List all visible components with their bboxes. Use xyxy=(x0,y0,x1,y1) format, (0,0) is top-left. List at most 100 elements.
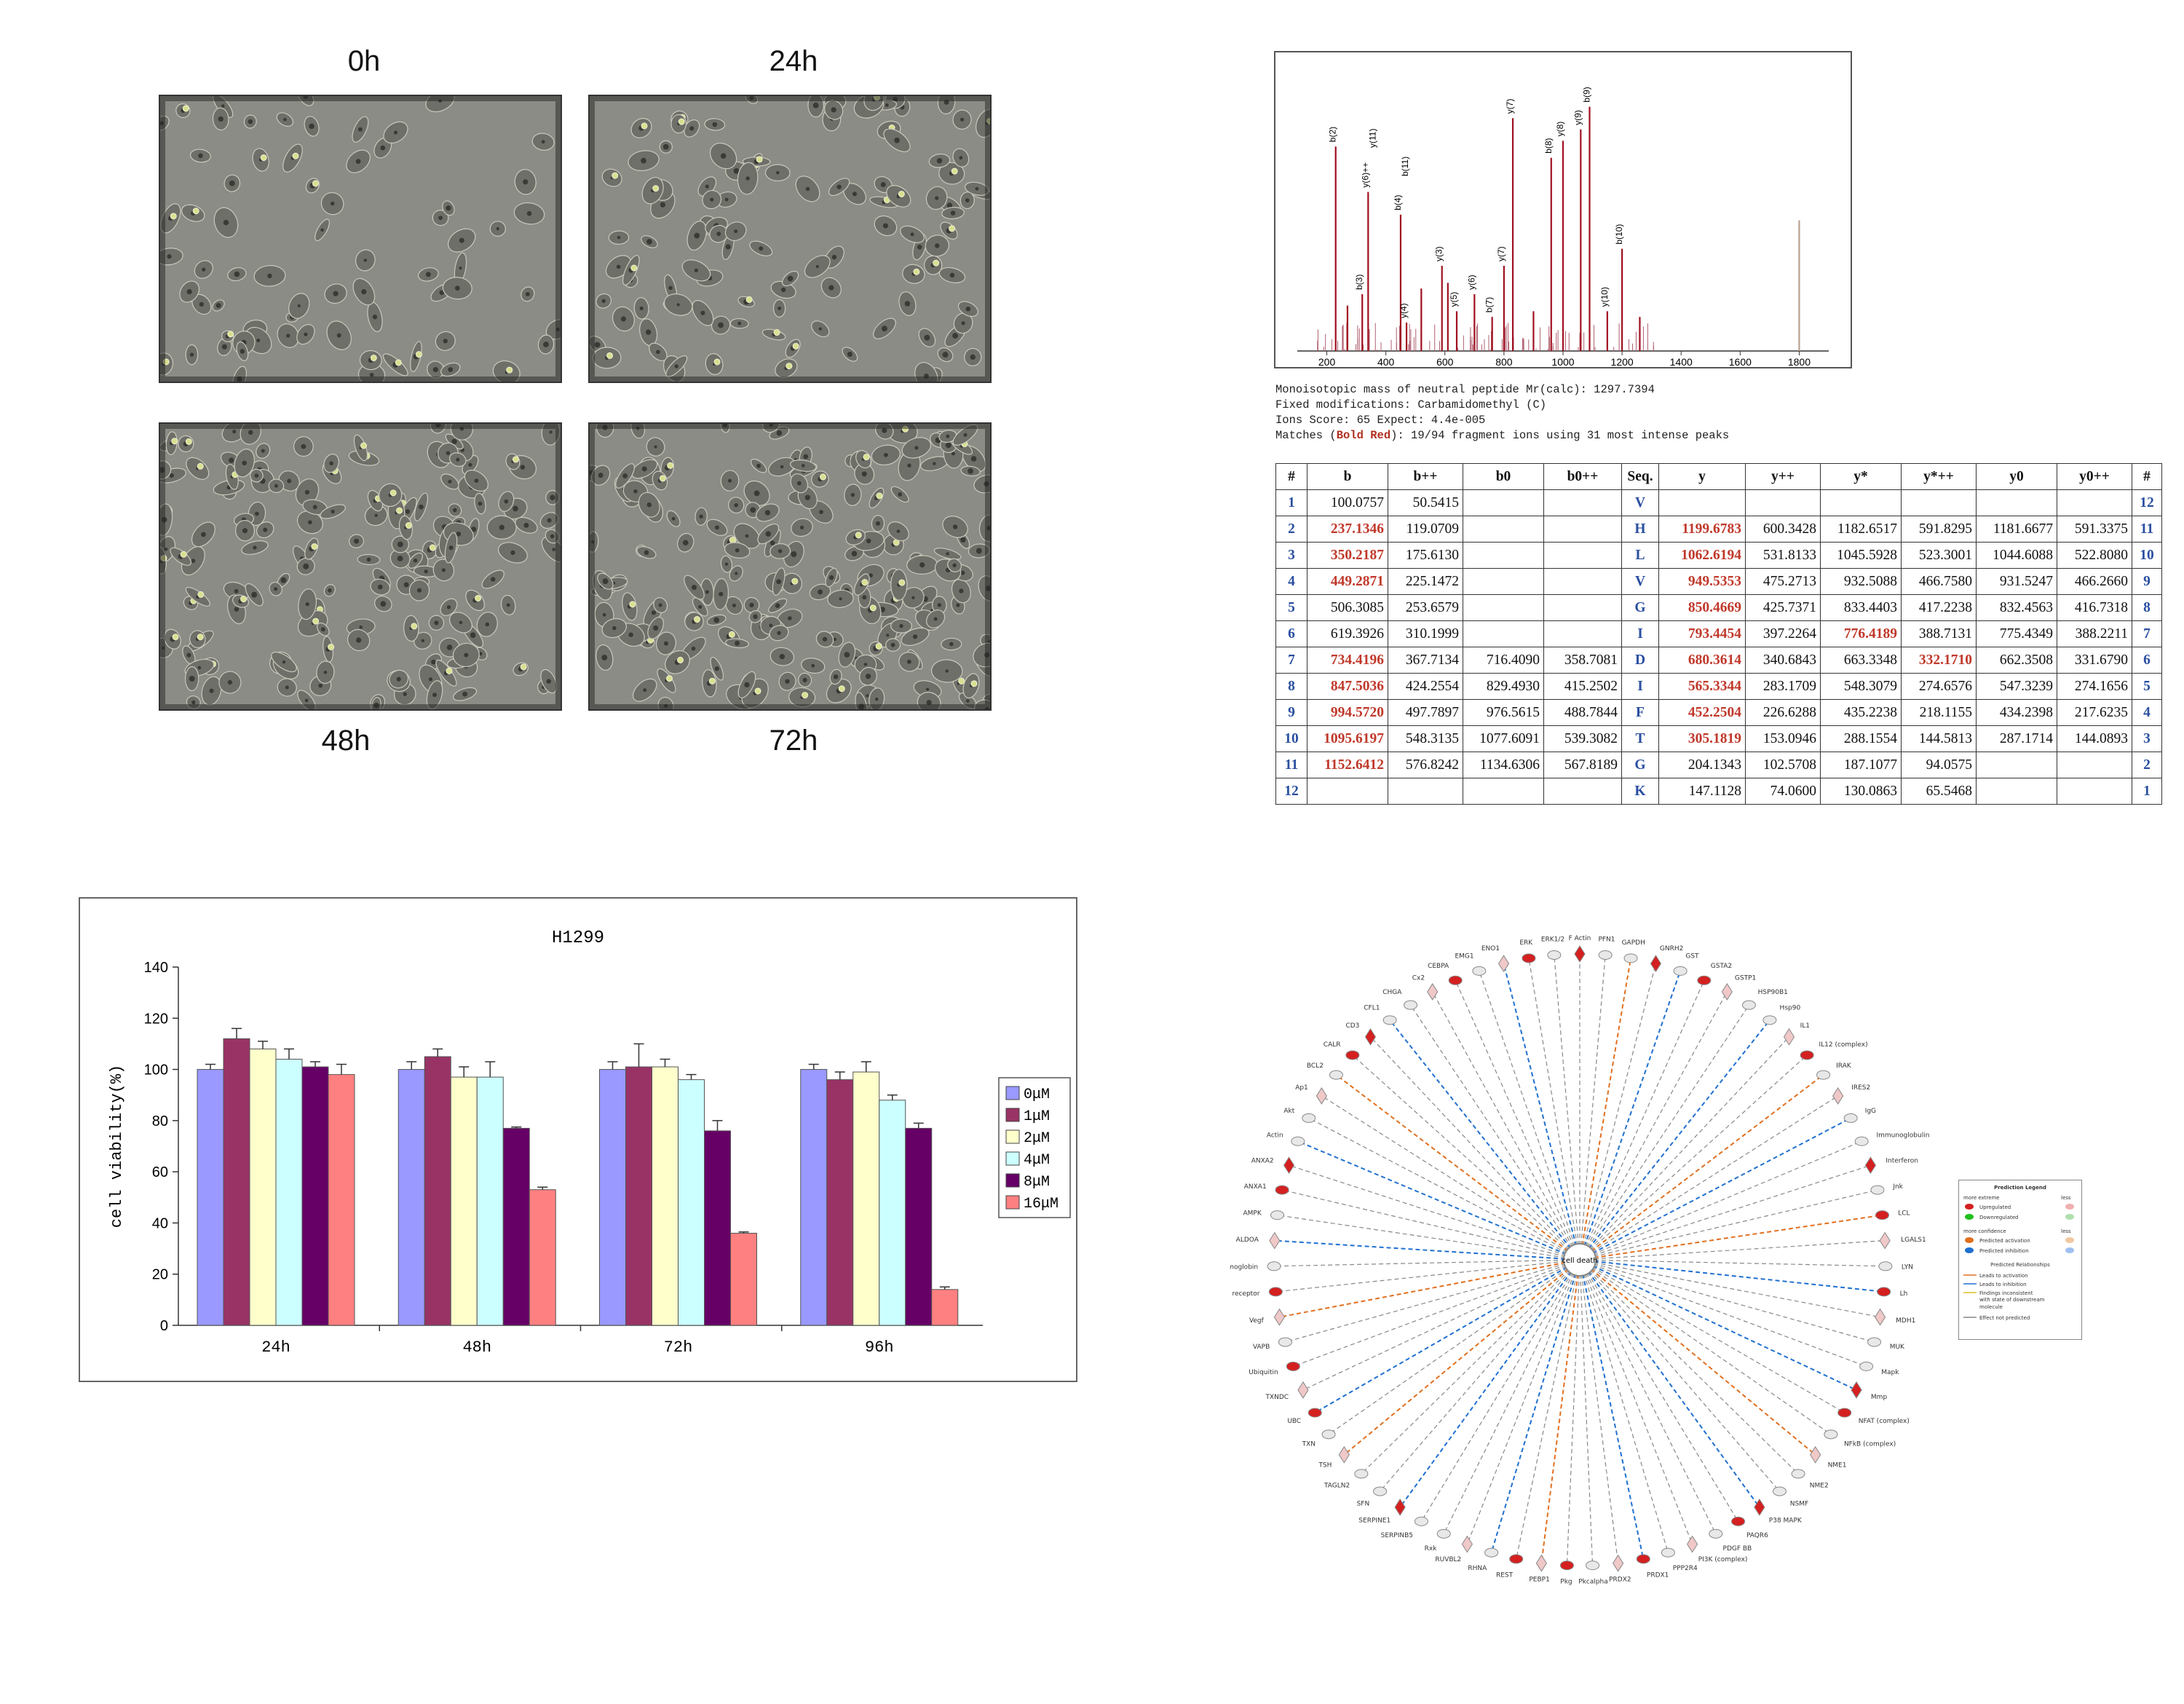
table-cell: V xyxy=(1621,489,1659,516)
network-node xyxy=(1878,1261,1893,1271)
network-node xyxy=(1278,1337,1292,1347)
spectrum-peak-label: y(7) xyxy=(1505,99,1515,114)
network-node-label: IRES2 xyxy=(1851,1084,1870,1092)
table-cell: 734.4196 xyxy=(1307,647,1388,674)
cell-nucleus xyxy=(405,509,411,514)
network-node xyxy=(1762,1015,1777,1025)
network-node-label: CALR xyxy=(1324,1041,1341,1049)
cell-nucleus xyxy=(949,272,955,278)
legend-swatch xyxy=(1005,1129,1020,1144)
cell-nucleus xyxy=(910,232,914,237)
spectrum-tick-label: 1600 xyxy=(1729,356,1752,367)
network-edge xyxy=(1579,1259,1669,1553)
bar xyxy=(625,1066,652,1326)
cell-nucleus xyxy=(785,679,790,684)
cell-nucleus xyxy=(641,466,647,472)
table-cell: 4 xyxy=(1275,568,1307,595)
network-edge xyxy=(1343,1259,1580,1456)
cell-nucleus xyxy=(549,430,553,434)
rounded-cell xyxy=(172,634,179,641)
table-cell: 829.4930 xyxy=(1463,673,1544,700)
cell-nucleus xyxy=(833,637,837,642)
network-node xyxy=(1472,966,1487,976)
x-tick-label: 72h xyxy=(664,1338,693,1357)
cell-nucleus xyxy=(831,107,836,113)
cell-nucleus xyxy=(189,676,195,682)
spectrum-tick-label: 1400 xyxy=(1670,356,1693,367)
cell-nucleus xyxy=(818,327,822,331)
rounded-cell xyxy=(415,351,422,358)
network-node-label: Mmp xyxy=(1871,1394,1888,1401)
network-node xyxy=(1783,1027,1795,1046)
network-node xyxy=(1484,1547,1499,1558)
rounded-cell xyxy=(861,579,869,586)
y-tick-label: 80 xyxy=(152,1113,168,1129)
cell-nucleus xyxy=(961,321,965,326)
cell-nucleus xyxy=(474,478,479,483)
table-cell: 2 xyxy=(1275,516,1307,543)
cell-nucleus xyxy=(361,288,367,295)
cell-nucleus xyxy=(660,202,665,208)
network-node-label: TSH xyxy=(1318,1462,1332,1470)
cell-nucleus xyxy=(831,254,837,260)
network-node xyxy=(1268,1287,1283,1297)
cell-nucleus xyxy=(850,492,855,497)
network-edge xyxy=(1274,1259,1580,1267)
table-cell: 416.7318 xyxy=(2057,594,2132,621)
cell-nucleus xyxy=(890,642,895,647)
rounded-cell xyxy=(197,634,204,641)
y-tick-label: 140 xyxy=(144,960,168,976)
cell-nucleus xyxy=(303,563,309,569)
table-header: y0 xyxy=(1976,463,2057,490)
network-node-label: ERK xyxy=(1519,939,1533,947)
pathway-network: F Actin PFN1 GAPDH GNRH2 GST GSTA2 GSTP1 HSP90B… xyxy=(1230,910,1929,1609)
table-cell xyxy=(1543,542,1622,569)
cell-nucleus xyxy=(737,321,742,326)
rounded-cell xyxy=(913,268,920,275)
spectrum-peak-label: y(5) xyxy=(1449,292,1459,307)
cell-nucleus xyxy=(828,285,834,291)
rounded-cell xyxy=(389,489,397,497)
rounded-cell xyxy=(512,456,519,463)
cell-nucleus xyxy=(713,617,720,623)
network-edge xyxy=(1579,1054,1808,1261)
cell-nucleus xyxy=(646,239,652,245)
table-cell: 8 xyxy=(1275,673,1307,700)
cell-nucleus xyxy=(963,433,968,437)
network-node-label: NME1 xyxy=(1828,1462,1847,1470)
cell-nucleus xyxy=(628,632,633,637)
cell-nucleus xyxy=(935,243,940,248)
table-cell: 680.3614 xyxy=(1658,647,1746,674)
cell-nucleus xyxy=(329,461,333,466)
x-tick-label: 96h xyxy=(865,1338,894,1357)
rounded-cell xyxy=(192,208,199,215)
table-cell: 225.1472 xyxy=(1388,568,1463,595)
rounded-cell xyxy=(875,642,882,650)
cell-nucleus xyxy=(674,364,678,368)
cell-nucleus xyxy=(946,434,950,438)
cell-nucleus xyxy=(287,478,292,484)
cell-nucleus xyxy=(318,683,323,688)
network-edge xyxy=(1335,1074,1580,1261)
cell-nucleus xyxy=(960,537,966,543)
cell-nucleus xyxy=(227,679,233,685)
cell-nucleus xyxy=(912,634,918,639)
cell-nucleus xyxy=(308,520,312,525)
cell-nucleus xyxy=(320,627,325,632)
network-node xyxy=(1436,1529,1451,1539)
cell-nucleus xyxy=(788,616,792,620)
network-edge xyxy=(1579,980,1705,1261)
network-edge xyxy=(1579,1259,1693,1545)
cell-nucleus xyxy=(448,545,454,551)
table-header: b xyxy=(1307,463,1388,490)
table-cell: K xyxy=(1621,778,1659,805)
cell-nucleus xyxy=(965,198,970,203)
cell-nucleus xyxy=(229,180,235,186)
cell-nucleus xyxy=(935,196,939,200)
cell-nucleus xyxy=(550,534,555,539)
rounded-cell xyxy=(182,105,189,112)
table-cell: 340.6843 xyxy=(1745,647,1821,674)
network-node-label: LCL xyxy=(1898,1210,1910,1217)
cell-nucleus xyxy=(254,473,259,478)
table-cell: 305.1819 xyxy=(1658,725,1746,752)
